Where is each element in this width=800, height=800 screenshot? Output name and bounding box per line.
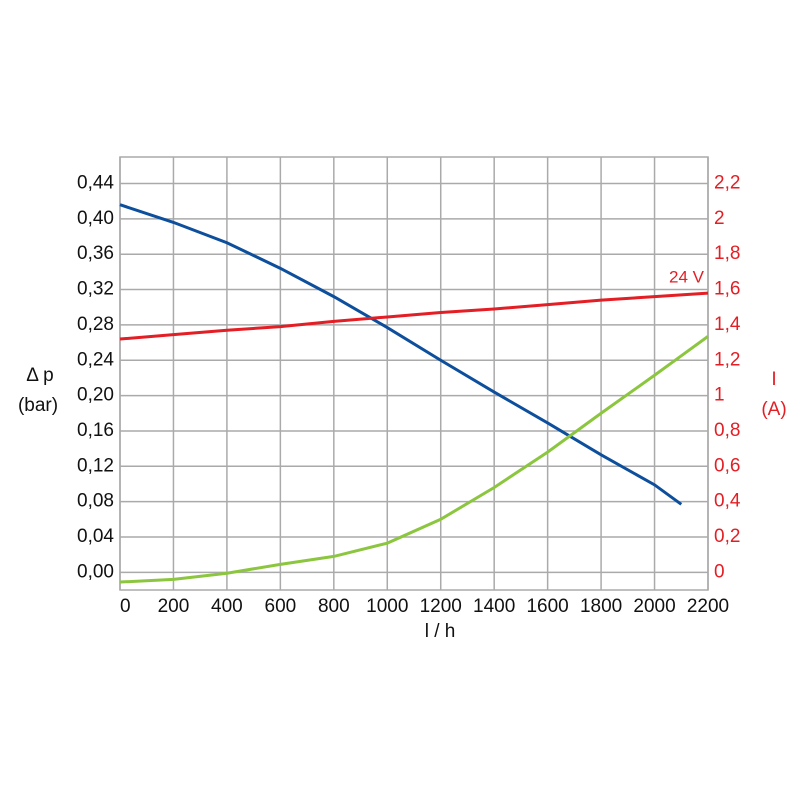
x-tick-label: 1200 bbox=[420, 596, 462, 617]
x-tick-label: 800 bbox=[318, 596, 350, 617]
y2-tick-label: 0,4 bbox=[714, 491, 741, 512]
y2-tick-label: 1,8 bbox=[714, 243, 740, 264]
x-tick-label: 1800 bbox=[580, 596, 622, 617]
x-tick-label: 0 bbox=[120, 596, 131, 617]
x-tick-label: 1000 bbox=[366, 596, 408, 617]
series-label: 24 V bbox=[669, 268, 705, 287]
y2-tick-label: 2 bbox=[714, 208, 725, 229]
y2-tick-label: 0,6 bbox=[714, 455, 740, 476]
y-tick-label: 0,28 bbox=[77, 314, 114, 335]
y2-tick-label: 2,2 bbox=[714, 173, 740, 194]
y-tick-label: 0,16 bbox=[77, 420, 114, 441]
y2-tick-label: 1,4 bbox=[714, 314, 741, 335]
y-axis-label: Δ p bbox=[26, 365, 54, 386]
y-tick-label: 0,36 bbox=[77, 243, 114, 264]
x-tick-label: 2000 bbox=[633, 596, 675, 617]
plot-border bbox=[119, 156, 709, 591]
y-tick-label: 0,40 bbox=[77, 208, 114, 229]
y-tick-label: 0,44 bbox=[77, 173, 114, 194]
y-tick-label: 0,32 bbox=[77, 279, 114, 300]
y-tick-label: 0,08 bbox=[77, 491, 114, 512]
series-line bbox=[119, 203, 683, 506]
y-tick-label: 0,12 bbox=[77, 455, 114, 476]
x-tick-label: 2200 bbox=[687, 596, 729, 617]
x-tick-label: 600 bbox=[265, 596, 297, 617]
series-line bbox=[119, 335, 709, 584]
y-tick-label: 0,00 bbox=[77, 561, 114, 582]
y-axis-label: (bar) bbox=[18, 395, 58, 416]
x-tick-label: 1600 bbox=[526, 596, 568, 617]
y-tick-label: 0,20 bbox=[77, 385, 114, 406]
y2-tick-label: 0,2 bbox=[714, 526, 740, 547]
x-tick-label: 400 bbox=[211, 596, 243, 617]
y-tick-label: 0,04 bbox=[77, 526, 114, 547]
y2-tick-label: 1 bbox=[714, 385, 725, 406]
y2-axis-label: I bbox=[771, 369, 776, 390]
x-axis-label: l / h bbox=[425, 621, 456, 642]
y2-tick-label: 1,2 bbox=[714, 349, 740, 370]
y-tick-label: 0,24 bbox=[77, 349, 114, 370]
y2-tick-label: 1,6 bbox=[714, 279, 740, 300]
x-tick-label: 1400 bbox=[473, 596, 515, 617]
y2-axis-label: (A) bbox=[761, 399, 786, 420]
y2-tick-label: 0 bbox=[714, 561, 725, 582]
y2-tick-label: 0,8 bbox=[714, 420, 740, 441]
series-line bbox=[119, 291, 709, 341]
x-tick-label: 200 bbox=[158, 596, 190, 617]
